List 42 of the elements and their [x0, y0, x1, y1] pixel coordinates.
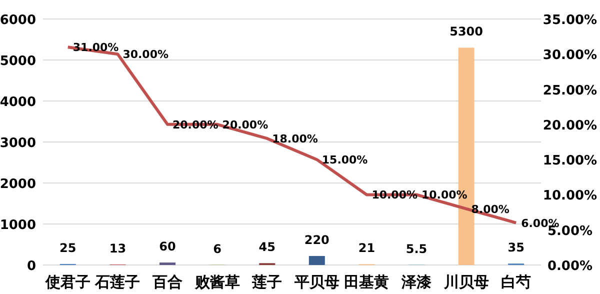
data-label: 15.00%: [322, 154, 368, 167]
x-tick-label: 使君子: [44, 273, 90, 291]
x-tick-label: 白芍: [501, 273, 532, 291]
y-tick-label: 4000: [0, 95, 36, 110]
x-tick-label: 败酱草: [194, 273, 240, 291]
y-tick-label: 2000: [0, 177, 36, 192]
x-tick-label: 泽漆: [400, 273, 432, 291]
y2-tick-label: 10.00%: [542, 188, 598, 204]
y-tick-label: 1000: [0, 218, 36, 233]
data-label: 20.00%: [222, 118, 268, 132]
bar: [308, 256, 325, 265]
y2-tick-label: 30.00%: [542, 48, 598, 64]
y2-tick-label: 35.00%: [542, 13, 598, 28]
y-tick-label: 0: [26, 259, 36, 274]
data-label: 10.00%: [422, 188, 468, 202]
y-tick-label: 5000: [0, 54, 36, 69]
y-tick-label: 3000: [0, 136, 36, 151]
data-label: 220: [304, 232, 330, 247]
x-tick-label: 百合: [152, 273, 182, 291]
data-label: 35: [508, 240, 524, 255]
data-label: 5.5: [406, 242, 428, 256]
data-label: 30.00%: [122, 48, 169, 62]
data-label: 60: [159, 240, 176, 254]
data-label: 5300: [450, 24, 484, 39]
data-label: 8.00%: [471, 202, 510, 216]
y-tick-label: 6000: [0, 13, 36, 28]
x-tick-label: 莲子: [251, 273, 282, 291]
data-label: 13: [109, 241, 126, 256]
y2-tick-label: 15.00%: [542, 154, 598, 169]
data-label: 10.00%: [372, 188, 418, 202]
data-label: 21: [358, 241, 376, 256]
data-label: 25: [60, 240, 76, 255]
data-label: 6: [213, 242, 222, 256]
data-label: 45: [258, 240, 276, 254]
x-tick-label: 田基黄: [344, 273, 390, 291]
x-tick-label: 川贝母: [442, 273, 489, 291]
x-tick-label: 平贝母: [293, 273, 340, 291]
y2-tick-label: 0.00%: [547, 259, 593, 274]
y2-tick-label: 25.00%: [542, 83, 598, 98]
data-label: 18.00%: [272, 132, 318, 146]
y2-tick-label: 20.00%: [542, 118, 598, 134]
x-tick-label: 石莲子: [94, 273, 140, 291]
